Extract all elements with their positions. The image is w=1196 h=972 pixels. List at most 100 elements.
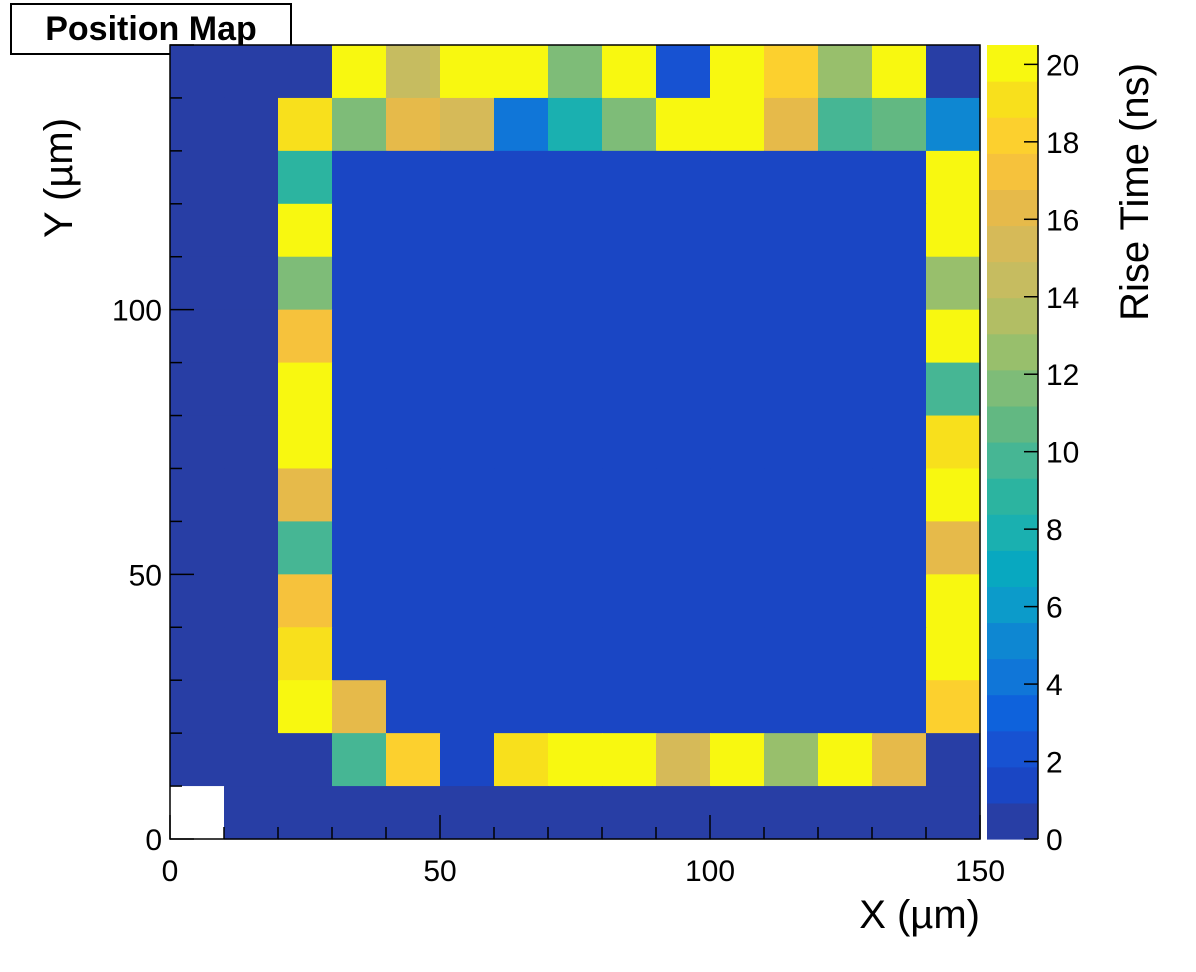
heatmap-cell <box>710 521 765 575</box>
heatmap-cell <box>386 45 441 99</box>
heatmap-cell <box>818 680 873 734</box>
heatmap-cell <box>872 256 927 311</box>
heatmap-cell <box>224 468 279 522</box>
heatmap-cell <box>872 574 927 628</box>
heatmap-cell <box>332 468 387 522</box>
heatmap-cell <box>278 680 333 734</box>
heatmap-cell <box>332 97 387 152</box>
color-scale-band <box>987 766 1038 804</box>
heatmap-cells <box>170 45 981 840</box>
heatmap-cell <box>548 680 603 734</box>
heatmap-cell <box>710 362 765 417</box>
heatmap-cell <box>818 309 873 364</box>
color-scale-band <box>987 802 1038 840</box>
z-tick-label: 10 <box>1046 437 1079 470</box>
y-tick-label: 50 <box>129 559 162 592</box>
heatmap-cell <box>656 574 711 628</box>
heatmap-cell <box>602 574 657 628</box>
heatmap-cell <box>170 97 225 152</box>
heatmap-cell <box>494 203 549 258</box>
x-tick-label: 150 <box>955 855 1005 888</box>
heatmap-cell <box>494 309 549 364</box>
heatmap-cell <box>440 309 495 364</box>
axes: 0 50 100 150 0 50 100 <box>112 44 1005 888</box>
heatmap-cell <box>332 680 387 734</box>
heatmap-cell <box>278 468 333 522</box>
heatmap-cell <box>548 256 603 311</box>
y-tick-label: 100 <box>112 295 162 328</box>
heatmap-cell <box>494 362 549 417</box>
heatmap-cell <box>656 786 711 840</box>
heatmap-cell <box>818 733 873 787</box>
heatmap-cell <box>764 468 819 522</box>
heatmap-cell <box>818 627 873 681</box>
heatmap-cell <box>440 362 495 417</box>
heatmap-cell <box>386 733 441 787</box>
heatmap-cell <box>872 150 927 205</box>
heatmap-cell <box>872 733 927 787</box>
heatmap-cell <box>170 468 225 522</box>
heatmap-cell <box>332 733 387 787</box>
heatmap-cell <box>710 786 765 840</box>
heatmap-cell <box>872 786 927 840</box>
heatmap-cell <box>440 680 495 734</box>
heatmap-cell <box>818 468 873 522</box>
color-scale-band <box>987 478 1038 515</box>
heatmap-cell <box>224 150 279 205</box>
heatmap-cell <box>764 733 819 787</box>
heatmap-cell <box>278 786 333 840</box>
heatmap-cell <box>494 468 549 522</box>
z-tick-label: 0 <box>1046 824 1063 857</box>
heatmap-cell <box>494 45 549 99</box>
heatmap-cell <box>710 203 765 258</box>
heatmap-cell <box>278 256 333 311</box>
heatmap-cell <box>764 680 819 734</box>
heatmap-cell <box>224 309 279 364</box>
heatmap-cell <box>602 256 657 311</box>
heatmap-cell <box>710 468 765 522</box>
heatmap-cell <box>494 97 549 152</box>
heatmap-cell <box>926 468 981 522</box>
heatmap-cell <box>332 786 387 840</box>
heatmap-cell <box>926 521 981 575</box>
heatmap-cell <box>926 256 981 311</box>
heatmap-cell <box>602 733 657 787</box>
heatmap-cell <box>602 362 657 417</box>
z-tick-label: 20 <box>1046 49 1079 82</box>
colorbar-label: Rise Time (ns) <box>1113 63 1157 321</box>
heatmap-cell <box>386 309 441 364</box>
heatmap-cell <box>548 309 603 364</box>
heatmap-cell <box>332 362 387 417</box>
heatmap-cell <box>656 733 711 787</box>
heatmap-cell <box>386 362 441 417</box>
z-tick-label: 2 <box>1046 747 1063 780</box>
heatmap-cell <box>224 627 279 681</box>
color-scale-band <box>987 550 1038 587</box>
heatmap-cell <box>332 309 387 364</box>
heatmap-cell <box>386 521 441 575</box>
heatmap-cell <box>818 521 873 575</box>
heatmap-cell <box>170 574 225 628</box>
heatmap-cell <box>224 256 279 311</box>
heatmap-cell <box>926 415 981 470</box>
heatmap-cell <box>656 627 711 681</box>
heatmap-cell <box>548 786 603 840</box>
z-tick-label: 4 <box>1046 669 1063 702</box>
heatmap-cell <box>224 733 279 787</box>
heatmap-cell <box>926 680 981 734</box>
heatmap-cell <box>278 309 333 364</box>
heatmap-cell <box>872 521 927 575</box>
heatmap-cell <box>764 362 819 417</box>
heatmap-cell <box>602 468 657 522</box>
heatmap-cell <box>386 627 441 681</box>
heatmap-cell <box>656 150 711 205</box>
heatmap-cell <box>170 150 225 205</box>
color-scale-band <box>987 45 1038 82</box>
heatmap-cell <box>170 680 225 734</box>
z-tick-label: 16 <box>1046 204 1079 237</box>
heatmap-cell <box>926 150 981 205</box>
heatmap-cell <box>386 786 441 840</box>
x-tick-label: 100 <box>685 855 735 888</box>
color-scale-band <box>987 225 1038 263</box>
heatmap-cell <box>764 574 819 628</box>
